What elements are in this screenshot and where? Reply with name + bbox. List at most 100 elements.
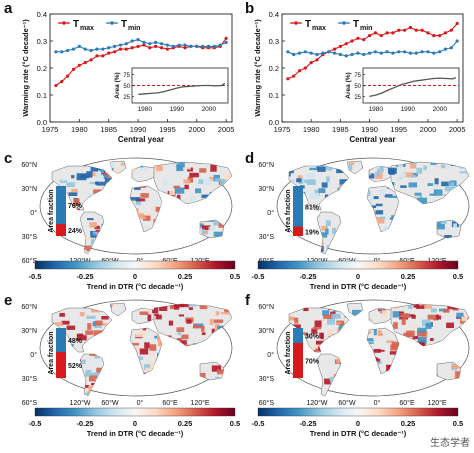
trend-cell	[446, 390, 453, 394]
data-point	[77, 63, 81, 67]
trend-cell	[182, 167, 191, 170]
trend-cell	[298, 161, 305, 163]
trend-cell	[41, 382, 45, 385]
trend-cell	[312, 344, 320, 350]
data-point	[367, 51, 372, 55]
trend-cell	[186, 319, 192, 324]
area-fraction-label: Area fraction	[48, 189, 55, 232]
data-point	[124, 42, 128, 46]
trend-cell	[210, 239, 217, 242]
trend-cell	[273, 336, 277, 341]
inset-y-tick-label: 50	[123, 84, 130, 90]
data-point	[315, 58, 319, 62]
data-point	[391, 51, 395, 55]
area-fraction-bottom-pct: 24%	[68, 228, 83, 235]
trend-cell	[425, 322, 433, 327]
inset-x-tick-label: 1990	[401, 106, 416, 113]
trend-cell	[289, 179, 295, 184]
data-point	[332, 51, 337, 55]
trend-cell	[375, 210, 384, 215]
trend-cell	[182, 250, 190, 254]
data-point	[77, 44, 81, 49]
trend-cell	[423, 393, 430, 396]
trend-cell	[215, 376, 221, 381]
data-point	[148, 46, 152, 50]
data-point	[71, 47, 76, 51]
trend-cell	[312, 326, 322, 330]
trend-cell	[224, 305, 231, 313]
trend-cell	[380, 216, 386, 219]
trend-cell	[85, 369, 92, 377]
trend-cell	[410, 324, 418, 328]
data-point	[136, 38, 140, 42]
trend-cell	[87, 193, 94, 196]
data-point	[136, 44, 140, 49]
trend-cell	[66, 182, 75, 188]
trend-cell	[308, 161, 317, 168]
legend-swatch-marker	[110, 21, 114, 25]
area-fraction-top-pct: 48%	[68, 338, 83, 345]
colorbar-title: Trend in DTR (°C decade⁻¹)	[310, 429, 407, 438]
trend-cell	[170, 303, 175, 310]
trend-cell	[229, 327, 232, 331]
data-point	[362, 52, 366, 57]
data-point	[189, 44, 193, 49]
data-point	[297, 69, 302, 73]
data-point	[414, 51, 418, 55]
trend-cell	[86, 391, 93, 396]
data-point	[60, 50, 64, 54]
trend-cell	[306, 173, 315, 177]
trend-cell	[134, 187, 141, 190]
trend-cell	[213, 220, 219, 226]
y-tick-label: 0.2	[37, 64, 47, 73]
trend-cell	[429, 193, 437, 196]
trend-cell	[91, 383, 96, 386]
trend-cell	[52, 247, 56, 252]
lon-label: 60°E	[162, 399, 178, 407]
trend-cell	[325, 228, 329, 235]
trend-cell	[68, 192, 78, 196]
trend-cell	[453, 223, 457, 229]
panel-label-d: d	[245, 150, 255, 167]
data-point	[206, 44, 211, 49]
trend-cell	[163, 179, 168, 186]
inset-y-tick-label: 25	[123, 95, 130, 101]
trend-cell	[231, 196, 232, 200]
trend-cell	[416, 305, 425, 309]
trend-cell	[468, 244, 469, 249]
trend-cell	[408, 182, 418, 188]
trend-cell	[87, 218, 94, 221]
trend-cell	[148, 353, 156, 357]
trend-cell	[32, 312, 39, 316]
trend-cell	[438, 243, 447, 249]
trend-cell	[373, 196, 379, 200]
trend-cell	[95, 251, 102, 254]
trend-cell	[328, 253, 337, 254]
trend-cell	[339, 179, 349, 185]
trend-cell	[434, 178, 439, 185]
lat-label: 30°S	[22, 375, 38, 383]
trend-cell	[168, 320, 174, 326]
data-point	[432, 51, 436, 55]
trend-cell	[32, 371, 38, 376]
trend-cell	[429, 387, 434, 392]
trend-cell	[83, 236, 91, 240]
trend-cell	[52, 394, 55, 396]
trend-cell	[289, 303, 292, 308]
x-tick-label: 1975	[274, 125, 291, 134]
trend-cell	[200, 372, 206, 380]
data-point	[118, 43, 123, 47]
trend-cell	[384, 194, 393, 198]
map-e: 60°N 30°N 0° 30°S 60°S 120°W 60°W 0° 60°E 120°E 48…	[21, 299, 233, 407]
colorbar-title: Trend in DTR (°C decade⁻¹)	[87, 429, 184, 438]
trend-cell	[321, 226, 328, 231]
lat-label: 0°	[30, 209, 37, 217]
lon-label: 60°E	[399, 399, 415, 407]
data-point	[89, 58, 93, 62]
colorbar-row-1: -0.5 -0.25 0 0.25 0.5 Trend in DTR (°C decade…	[0, 257, 474, 293]
trend-cell	[151, 206, 156, 210]
trend-cell	[149, 344, 157, 351]
trend-cell	[139, 167, 147, 171]
trend-cell	[70, 244, 76, 248]
trend-cell	[96, 181, 107, 186]
